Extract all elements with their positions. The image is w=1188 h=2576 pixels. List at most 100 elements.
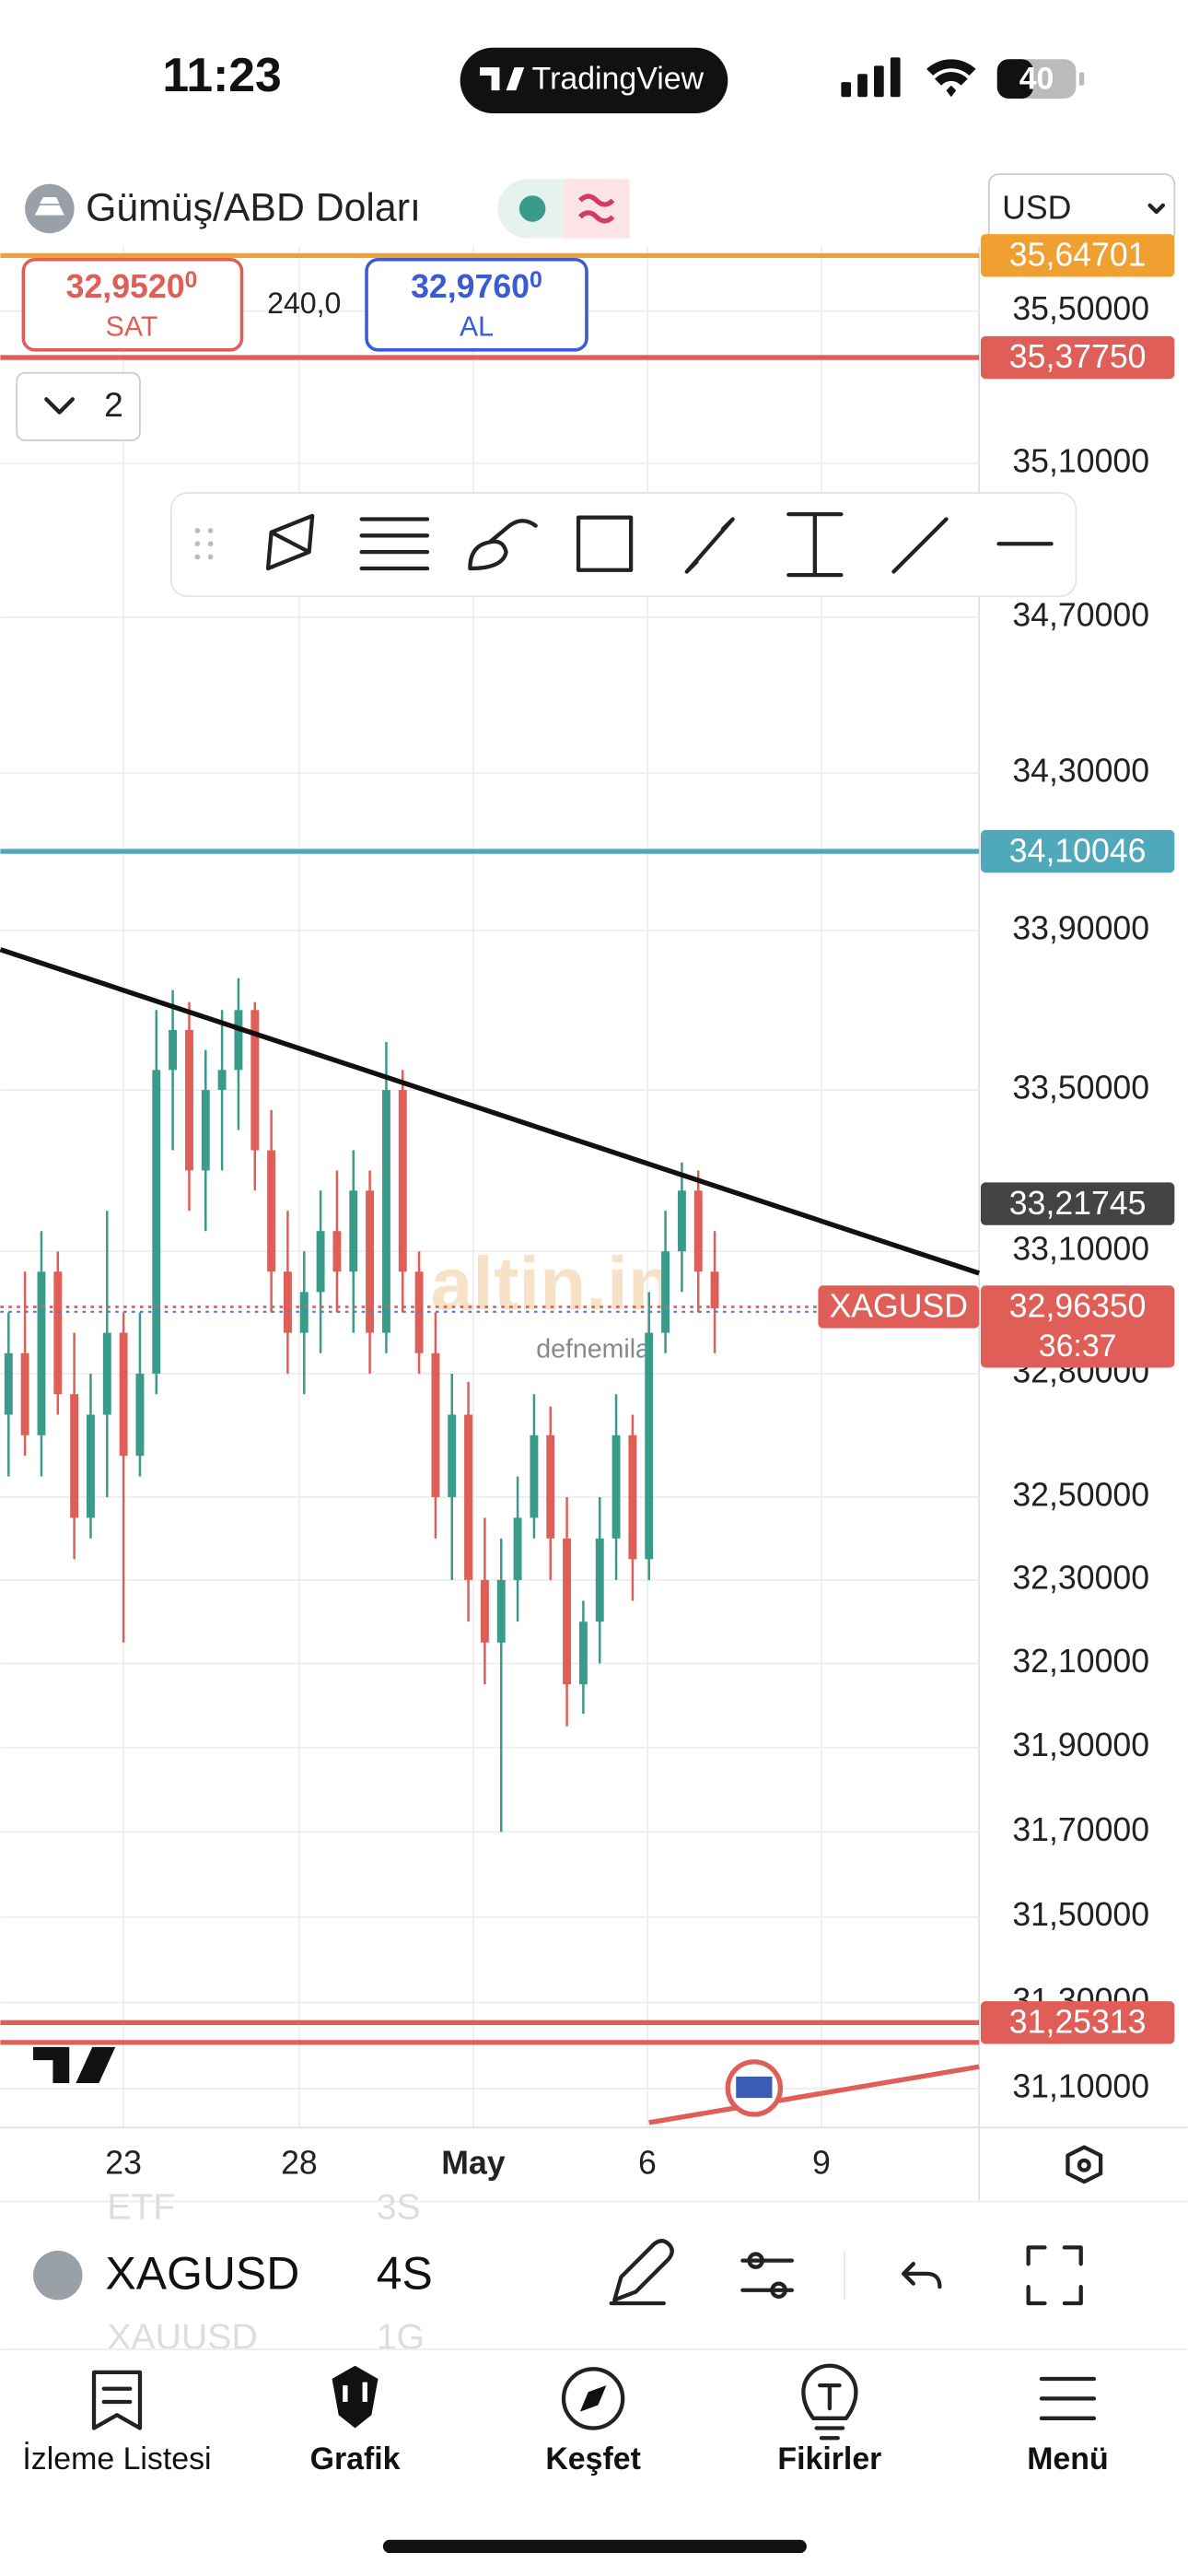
candle-body: [628, 1434, 637, 1560]
symbol-name[interactable]: Gümüş/ABD Doları: [86, 186, 421, 230]
candle-body: [448, 1414, 457, 1497]
chart-icon-candles: [343, 2382, 367, 2402]
fullscreen-icon[interactable]: [1026, 2245, 1083, 2306]
buy-label: AL: [460, 312, 494, 343]
indicator-count: 2: [104, 385, 123, 424]
sell-button[interactable]: [21, 257, 244, 352]
ideas-icon[interactable]: [801, 2363, 858, 2441]
x-tick-label: 9: [812, 2145, 831, 2182]
buy-price: 32,97600: [411, 267, 542, 306]
market-open-dot: [518, 195, 546, 222]
price-tag-label: 33,21745: [1009, 1185, 1147, 1222]
symbol-icon: [33, 2250, 83, 2301]
price-tag-label: 34,10046: [1009, 832, 1147, 869]
tv-logo: [480, 67, 525, 91]
brush-tool[interactable]: [468, 519, 538, 571]
candle-body: [710, 1271, 719, 1309]
y-tick-label: 35,10000: [1012, 442, 1149, 479]
prev-interval: 3S: [377, 2187, 421, 2228]
price: 32,9520: [66, 268, 185, 305]
candle-body: [693, 1190, 703, 1272]
settings-icon[interactable]: [1066, 2145, 1103, 2184]
candle-body: [645, 1332, 654, 1560]
y-tick-label: 34,30000: [1012, 752, 1149, 789]
y-tick-label: 31,50000: [1012, 1896, 1149, 1933]
candle-body: [316, 1231, 325, 1293]
shape-tool[interactable]: [576, 515, 634, 572]
nav-label[interactable]: Keşfet: [545, 2441, 641, 2476]
candle-body: [70, 1394, 79, 1518]
last-price-label: 32,96350: [1009, 1288, 1147, 1325]
symbol-tag-label: XAGUSD: [829, 1288, 968, 1325]
y-tick-label: 33,10000: [1012, 1231, 1149, 1268]
symbol-icon-bars: [34, 196, 64, 216]
candle-body: [349, 1190, 358, 1272]
candle-body: [530, 1434, 539, 1518]
candle-body: [595, 1538, 604, 1622]
candle-body: [299, 1292, 309, 1333]
candle-body: [563, 1538, 572, 1685]
spread: 240,0: [267, 287, 341, 320]
delayed-icon: [577, 193, 615, 224]
measure-tool[interactable]: [786, 511, 844, 578]
price-tag-label: 35,64701: [1009, 237, 1147, 274]
nav-label[interactable]: Menü: [1027, 2441, 1108, 2476]
chart-icon[interactable]: [332, 2365, 379, 2429]
toolbar-symbol[interactable]: XAGUSD: [106, 2248, 300, 2300]
candle-body: [184, 1029, 193, 1171]
grip: [194, 528, 214, 560]
flag-icon: [736, 2076, 773, 2099]
candle-body: [611, 1434, 621, 1539]
pattern-tool[interactable]: [265, 513, 315, 571]
candle-body: [464, 1414, 473, 1580]
watchlist-icon[interactable]: [91, 2370, 143, 2430]
next-symbol: XAUUSD: [107, 2317, 257, 2358]
collapse-button[interactable]: [16, 371, 141, 441]
drawing-toolbar: [169, 492, 1077, 598]
prev-symbol: ETF: [107, 2187, 175, 2228]
home-indicator: [382, 2539, 807, 2554]
menu-icon[interactable]: [1039, 2376, 1097, 2420]
fib-tool[interactable]: [359, 517, 430, 571]
toolbar-interval[interactable]: 4S: [377, 2248, 433, 2300]
symbol-tag: [818, 1285, 980, 1329]
candle-body: [283, 1271, 292, 1333]
app-pill: [460, 47, 728, 114]
candle-body: [496, 1579, 506, 1643]
chevron: [44, 397, 75, 415]
x-tick-label: May: [441, 2145, 506, 2182]
candle-body: [4, 1352, 13, 1415]
wifi: [926, 59, 976, 98]
candle-body: [431, 1352, 440, 1497]
undo-icon[interactable]: [901, 2262, 942, 2289]
candle-body: [366, 1190, 375, 1333]
candle-body: [152, 1070, 161, 1374]
candle-body: [513, 1517, 522, 1580]
candle-body: [578, 1622, 588, 1685]
buy-button[interactable]: [365, 257, 588, 352]
price-tag-label: 31,25313: [1009, 2004, 1147, 2041]
status-pill-half: [564, 179, 630, 239]
price-tags: 35,64701 35,37750 34,10046 33,21745 31,25313…: [818, 234, 1175, 2044]
y-tick-label: 31,90000: [1012, 1727, 1149, 1763]
pip: 0: [185, 267, 198, 293]
candle-body: [267, 1150, 276, 1272]
candle-body: [661, 1251, 670, 1333]
price-tag-label: 35,37750: [1009, 338, 1147, 375]
watermark-user: defnemila: [536, 1334, 650, 1364]
explore-icon[interactable]: [561, 2367, 625, 2430]
channel-tool[interactable]: [684, 517, 735, 574]
tv-logo: [33, 2046, 116, 2084]
price: 32,9760: [411, 268, 530, 305]
nav-label[interactable]: Grafik: [310, 2441, 401, 2476]
draw-icon[interactable]: [609, 2239, 674, 2306]
y-tick-label: 32,50000: [1012, 1476, 1149, 1513]
nav-label[interactable]: Fikirler: [777, 2441, 881, 2476]
battery-level: [996, 59, 1033, 99]
candle-body: [234, 1010, 243, 1071]
trend-tool[interactable]: [891, 517, 949, 574]
nav-label[interactable]: İzleme Listesi: [22, 2441, 211, 2476]
battery-percent: 40: [1019, 61, 1054, 96]
candle-body: [332, 1231, 342, 1272]
